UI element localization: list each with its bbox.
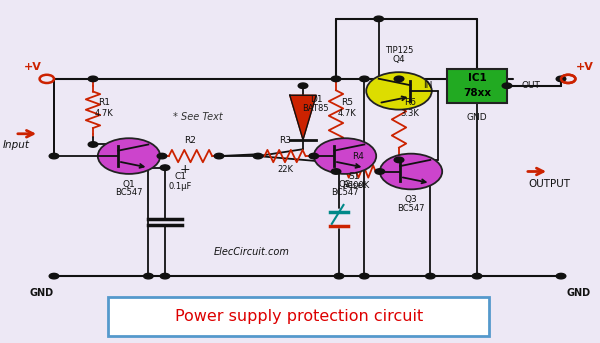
Text: OUT: OUT <box>522 81 541 90</box>
Circle shape <box>359 273 369 279</box>
Circle shape <box>502 83 512 88</box>
Text: 3.3K: 3.3K <box>400 109 419 118</box>
Text: Q1: Q1 <box>122 180 136 189</box>
Circle shape <box>49 153 59 159</box>
Circle shape <box>298 83 308 88</box>
FancyBboxPatch shape <box>108 297 489 336</box>
Circle shape <box>374 16 383 22</box>
Circle shape <box>314 138 376 174</box>
Text: 4.7K: 4.7K <box>94 109 113 118</box>
Text: 78xx: 78xx <box>463 88 491 98</box>
Text: +V: +V <box>576 62 594 72</box>
Text: OUTPUT: OUTPUT <box>528 178 570 189</box>
Circle shape <box>88 76 98 82</box>
Polygon shape <box>290 95 316 140</box>
Circle shape <box>331 169 341 174</box>
Circle shape <box>472 273 482 279</box>
Text: S1: S1 <box>348 172 360 181</box>
Text: Q2: Q2 <box>338 180 352 189</box>
Circle shape <box>375 169 385 174</box>
Circle shape <box>394 76 404 82</box>
Text: Power supply protection circuit: Power supply protection circuit <box>175 309 423 324</box>
Text: IC1: IC1 <box>467 73 487 83</box>
Text: * See Text: * See Text <box>173 111 223 122</box>
FancyBboxPatch shape <box>447 69 507 103</box>
Text: R3: R3 <box>279 136 291 145</box>
Circle shape <box>331 76 341 82</box>
Text: BC547: BC547 <box>397 204 425 213</box>
Text: IN: IN <box>422 81 432 90</box>
Text: C1: C1 <box>174 172 186 181</box>
Text: BC547: BC547 <box>331 188 359 197</box>
Circle shape <box>157 153 167 159</box>
Circle shape <box>214 153 224 159</box>
Text: Reset: Reset <box>342 181 366 190</box>
Text: R6: R6 <box>404 98 416 107</box>
Circle shape <box>98 138 160 174</box>
Circle shape <box>425 273 435 279</box>
Text: +: + <box>179 163 190 176</box>
Circle shape <box>49 273 59 279</box>
Text: +V: +V <box>24 62 42 72</box>
Text: 100K: 100K <box>348 181 369 190</box>
Circle shape <box>309 153 319 159</box>
Text: BAT85: BAT85 <box>302 104 328 113</box>
Text: Input: Input <box>2 140 30 150</box>
Text: R2: R2 <box>185 136 196 145</box>
Text: GND: GND <box>30 288 54 298</box>
Text: R1: R1 <box>98 98 110 107</box>
Circle shape <box>359 76 369 82</box>
Text: Q3: Q3 <box>404 195 418 204</box>
Text: 4.7K: 4.7K <box>337 109 356 118</box>
Circle shape <box>380 154 442 189</box>
Circle shape <box>334 273 344 279</box>
Text: ElecCircuit.com: ElecCircuit.com <box>214 247 290 257</box>
Circle shape <box>366 72 432 110</box>
Circle shape <box>160 273 170 279</box>
Text: D1: D1 <box>310 95 323 104</box>
Circle shape <box>88 142 98 147</box>
Text: 0.1μF: 0.1μF <box>169 182 191 191</box>
Circle shape <box>394 157 404 163</box>
Text: BC547: BC547 <box>115 188 143 197</box>
Text: Q4: Q4 <box>392 55 406 64</box>
Text: 22K: 22K <box>277 165 293 174</box>
Circle shape <box>556 76 566 82</box>
Text: GND: GND <box>567 288 591 298</box>
Text: GND: GND <box>467 113 487 122</box>
Text: TIP125: TIP125 <box>385 46 413 55</box>
Text: R4: R4 <box>353 152 364 161</box>
Circle shape <box>253 153 263 159</box>
Text: R5: R5 <box>341 98 353 107</box>
Circle shape <box>160 165 170 170</box>
Circle shape <box>556 273 566 279</box>
Circle shape <box>143 273 153 279</box>
